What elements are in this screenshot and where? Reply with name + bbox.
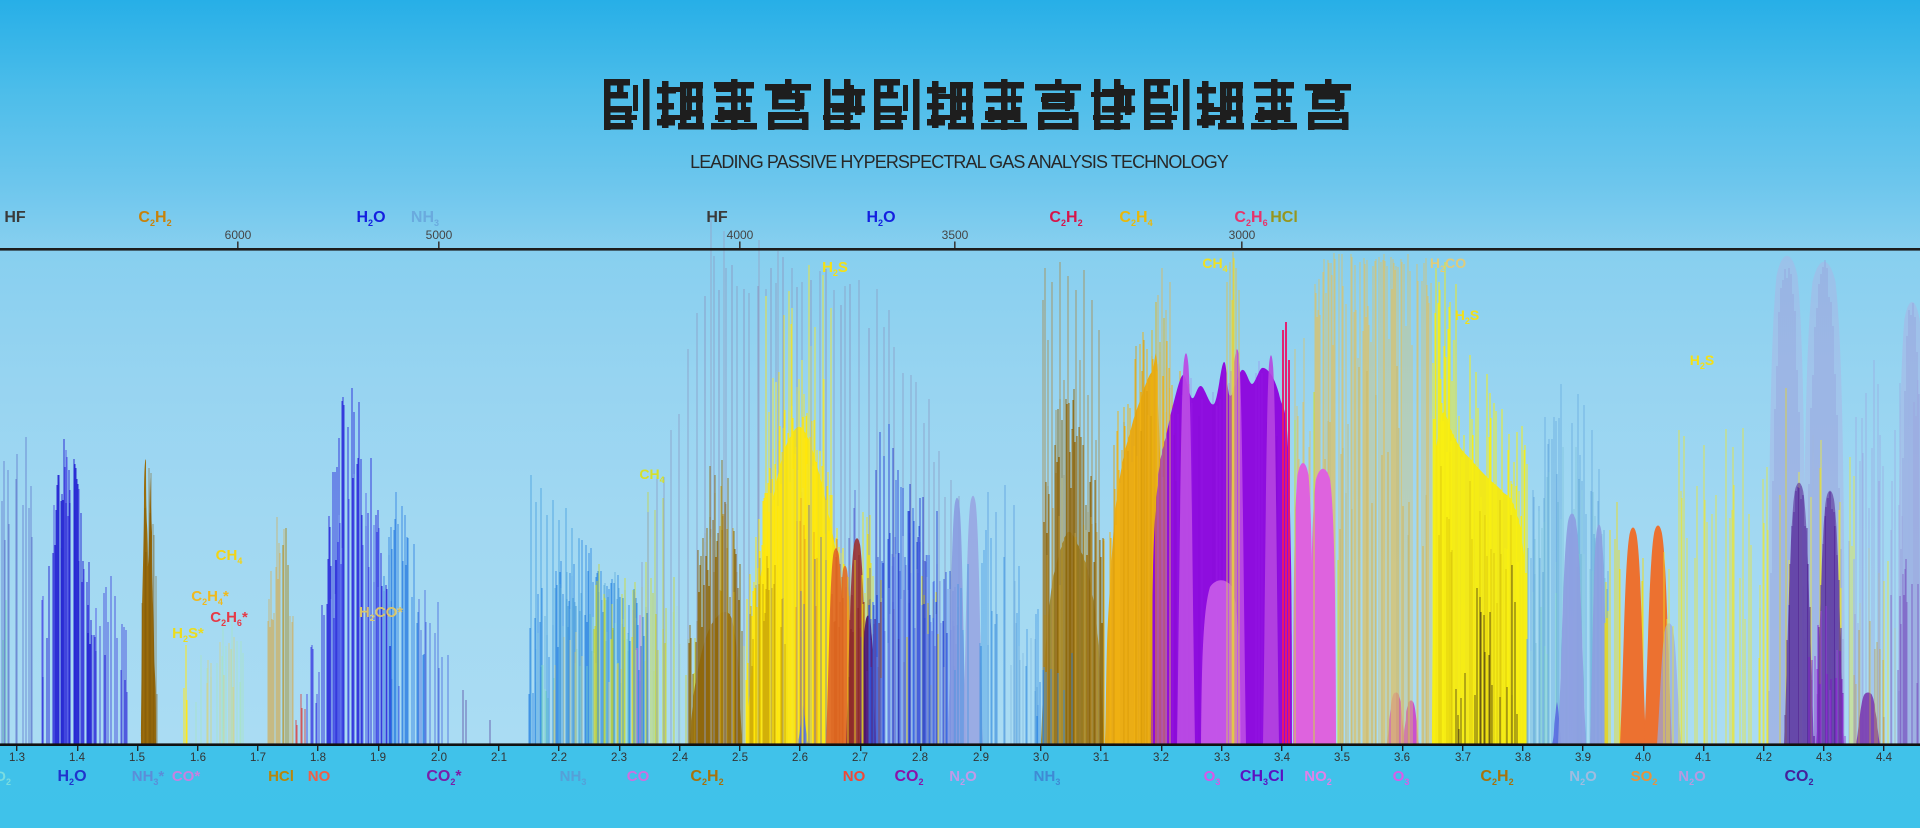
svg-text:3.1: 3.1 bbox=[1093, 752, 1109, 764]
svg-text:CH4: CH4 bbox=[639, 466, 664, 485]
svg-text:CO2: CO2 bbox=[894, 768, 923, 787]
svg-text:1.4: 1.4 bbox=[69, 752, 86, 764]
svg-text:3.2: 3.2 bbox=[1153, 752, 1169, 764]
svg-text:H2CO: H2CO bbox=[1430, 255, 1466, 274]
svg-text:2.9: 2.9 bbox=[973, 752, 989, 764]
svg-text:3.3: 3.3 bbox=[1214, 752, 1230, 764]
svg-text:N2O: N2O bbox=[949, 768, 977, 787]
svg-text:2.3: 2.3 bbox=[611, 752, 627, 764]
svg-text:NO: NO bbox=[843, 768, 866, 785]
svg-text:4000: 4000 bbox=[727, 228, 754, 242]
svg-text:NH3*: NH3* bbox=[132, 768, 165, 787]
svg-text:3.9: 3.9 bbox=[1575, 752, 1591, 764]
svg-text:4.3: 4.3 bbox=[1816, 752, 1832, 764]
svg-text:1.7: 1.7 bbox=[250, 752, 266, 764]
svg-text:3.4: 3.4 bbox=[1274, 752, 1291, 764]
svg-text:C2H4: C2H4 bbox=[1119, 209, 1152, 228]
svg-text:H2S: H2S bbox=[822, 259, 848, 278]
svg-text:2.0: 2.0 bbox=[431, 752, 447, 764]
svg-text:NO: NO bbox=[308, 768, 331, 785]
svg-text:C2H6*: C2H6* bbox=[210, 609, 248, 628]
svg-text:CH3Cl: CH3Cl bbox=[1240, 768, 1284, 787]
svg-text:C2H2: C2H2 bbox=[1049, 209, 1082, 228]
svg-text:1.3: 1.3 bbox=[9, 752, 25, 764]
svg-text:2.7: 2.7 bbox=[852, 752, 868, 764]
svg-text:O2: O2 bbox=[0, 768, 11, 787]
svg-text:C2H2: C2H2 bbox=[138, 209, 171, 228]
svg-text:5000: 5000 bbox=[426, 228, 453, 242]
svg-text:1.6: 1.6 bbox=[190, 752, 206, 764]
svg-text:1.8: 1.8 bbox=[310, 752, 326, 764]
svg-text:NH3: NH3 bbox=[1034, 768, 1061, 787]
svg-text:4.1: 4.1 bbox=[1695, 752, 1711, 764]
svg-text:CO*: CO* bbox=[172, 768, 201, 785]
svg-text:2.2: 2.2 bbox=[551, 752, 567, 764]
svg-text:3.6: 3.6 bbox=[1394, 752, 1410, 764]
svg-text:1.5: 1.5 bbox=[129, 752, 145, 764]
svg-text:HF: HF bbox=[706, 209, 728, 226]
svg-text:CH4: CH4 bbox=[1202, 255, 1227, 274]
svg-text:4.2: 4.2 bbox=[1756, 752, 1772, 764]
svg-text:N2O: N2O bbox=[1678, 768, 1706, 787]
svg-text:NH3: NH3 bbox=[560, 768, 587, 787]
svg-text:4.0: 4.0 bbox=[1635, 752, 1651, 764]
svg-text:CH4: CH4 bbox=[216, 547, 243, 566]
svg-text:3.8: 3.8 bbox=[1515, 752, 1531, 764]
svg-text:3500: 3500 bbox=[942, 228, 969, 242]
svg-text:2.5: 2.5 bbox=[732, 752, 748, 764]
svg-text:C2H2: C2H2 bbox=[690, 768, 723, 787]
svg-text:6000: 6000 bbox=[225, 228, 252, 242]
svg-text:CO2*: CO2* bbox=[426, 768, 462, 787]
svg-text:CO: CO bbox=[627, 768, 650, 785]
svg-text:C2H2: C2H2 bbox=[1480, 768, 1513, 787]
svg-text:CO2: CO2 bbox=[1784, 768, 1813, 787]
svg-text:1.9: 1.9 bbox=[370, 752, 386, 764]
svg-text:H2S*: H2S* bbox=[172, 625, 204, 644]
svg-text:HCl: HCl bbox=[268, 768, 294, 785]
svg-text:O3: O3 bbox=[1204, 768, 1221, 787]
svg-text:3.5: 3.5 bbox=[1334, 752, 1350, 764]
svg-text:2.6: 2.6 bbox=[792, 752, 808, 764]
svg-text:HF: HF bbox=[4, 209, 26, 226]
svg-text:C2H6: C2H6 bbox=[1234, 209, 1267, 228]
svg-text:2.8: 2.8 bbox=[912, 752, 928, 764]
svg-text:3.7: 3.7 bbox=[1455, 752, 1471, 764]
svg-text:NH3: NH3 bbox=[411, 209, 439, 228]
svg-text:2.4: 2.4 bbox=[672, 752, 689, 764]
svg-text:2.1: 2.1 bbox=[491, 752, 507, 764]
svg-text:H2S: H2S bbox=[1690, 352, 1714, 371]
svg-text:H2S: H2S bbox=[1455, 307, 1479, 326]
svg-text:3000: 3000 bbox=[1229, 228, 1256, 242]
svg-text:H2O: H2O bbox=[356, 209, 385, 228]
svg-text:3.0: 3.0 bbox=[1033, 752, 1049, 764]
svg-text:SO2: SO2 bbox=[1631, 768, 1658, 787]
svg-text:H2CO*: H2CO* bbox=[359, 604, 403, 623]
svg-text:N2O: N2O bbox=[1569, 768, 1597, 787]
svg-text:H2O: H2O bbox=[866, 209, 895, 228]
svg-text:HCl: HCl bbox=[1270, 209, 1298, 226]
svg-text:C2H4*: C2H4* bbox=[191, 588, 229, 607]
svg-text:4.4: 4.4 bbox=[1876, 752, 1893, 764]
svg-text:H2O: H2O bbox=[57, 768, 86, 787]
svg-text:NO2: NO2 bbox=[1304, 768, 1332, 787]
svg-text:O3: O3 bbox=[1393, 768, 1410, 787]
